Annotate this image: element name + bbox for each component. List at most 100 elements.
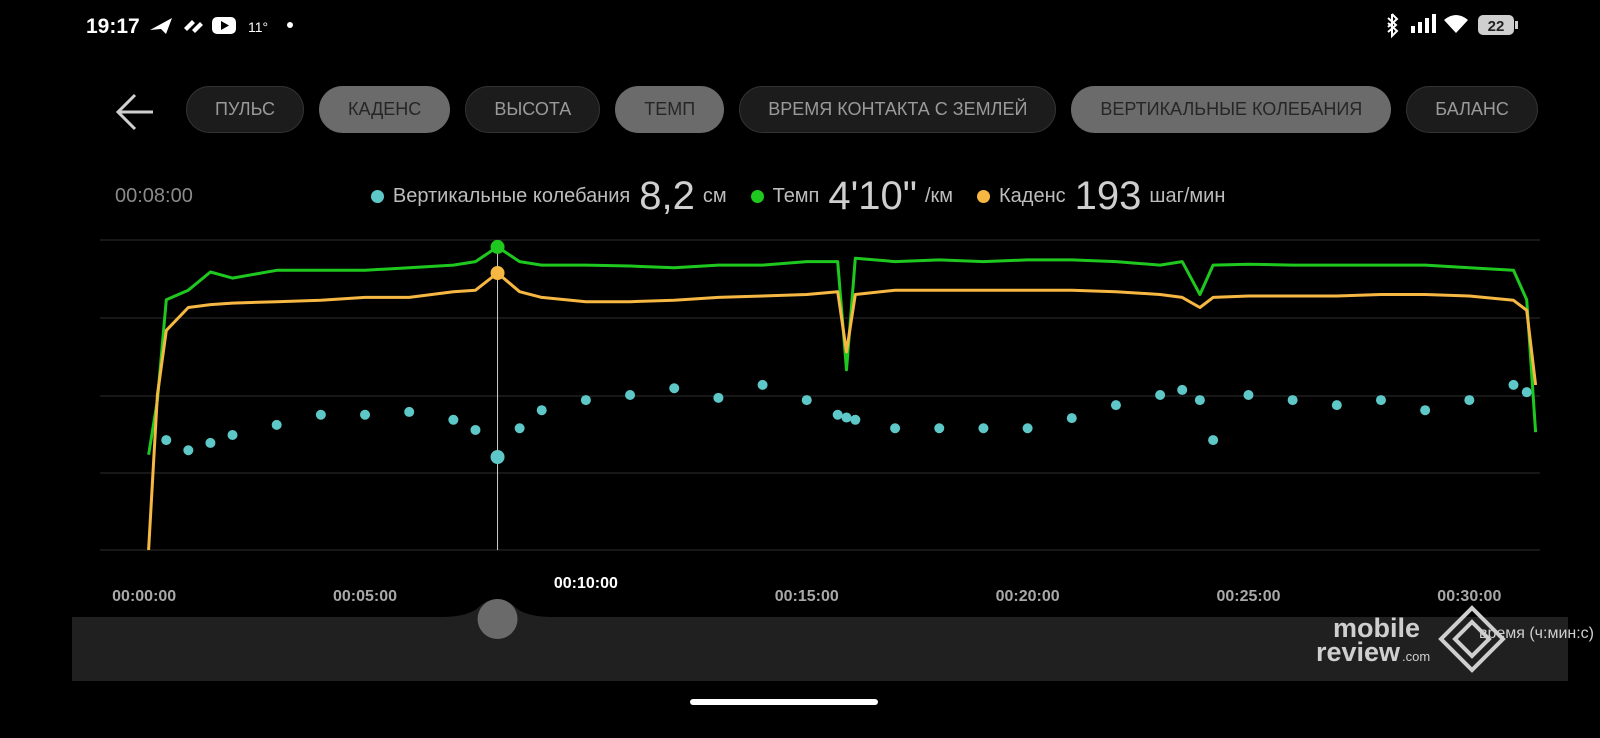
scatter-point: [1177, 384, 1188, 395]
scatter-point: [1508, 379, 1519, 390]
scatter-point: [1375, 395, 1386, 406]
legend-item: Вертикальные колебания 8,2 см: [370, 173, 727, 219]
wifi-icon: [1444, 15, 1468, 33]
battery-icon: [1478, 15, 1514, 35]
scatter-point: [580, 395, 591, 406]
scatter-point: [1243, 390, 1254, 400]
readout: 00:08:00 Вертикальные колебания 8,2 см Темп…: [115, 168, 1415, 224]
scatter-point: [470, 424, 481, 435]
x-tick-label: 00:00:00: [112, 588, 176, 605]
signal-bar: [1418, 22, 1422, 33]
cursor-marker: [490, 450, 505, 464]
scatter-point: [801, 395, 812, 406]
tab[interactable]: КАДЕНС: [319, 86, 451, 133]
signal-bar: [1432, 14, 1436, 33]
app-icon: [184, 20, 203, 33]
scatter-point: [315, 409, 326, 420]
legend-value: 193: [1074, 173, 1142, 218]
tab[interactable]: ВЕРТИКАЛЬНЫЕ КОЛЕБАНИЯ: [1071, 86, 1392, 133]
slider-handle[interactable]: [477, 599, 518, 639]
scatter-point: [978, 423, 989, 434]
tab[interactable]: ВЫСОТА: [465, 86, 601, 133]
scatter-point: [757, 379, 768, 390]
tab[interactable]: ВРЕМЯ КОНТАКТА С ЗЕМЛЕЙ: [739, 86, 1057, 133]
scatter-point: [1521, 387, 1532, 398]
scatter-point: [625, 390, 636, 400]
legend-unit: см: [702, 184, 727, 207]
slider-track: [72, 599, 1568, 681]
x-tick-label: 00:25:00: [1216, 588, 1280, 605]
series-line: [147, 271, 1538, 551]
scatter-point: [1464, 395, 1475, 406]
legend-dot: [370, 189, 384, 203]
tab[interactable]: ПУЛЬС: [186, 86, 305, 133]
scatter-point: [205, 437, 216, 448]
signal-bar: [1425, 18, 1429, 33]
watermark-top: mobile: [1333, 613, 1420, 643]
cursor-marker: [490, 266, 505, 281]
youtube-play: [221, 21, 229, 30]
scatter-point: [536, 405, 547, 416]
scatter-point: [1208, 435, 1219, 446]
scatter-point: [227, 430, 238, 441]
x-axis-label: время (ч:мин:с): [1479, 625, 1594, 642]
legend-name: Каденс: [999, 184, 1066, 207]
scatter-point: [1194, 395, 1205, 406]
x-tick-label: 00:15:00: [775, 588, 839, 605]
dot-icon: [287, 22, 293, 28]
grid: [100, 239, 1540, 551]
cursor-time: 00:08:00: [115, 184, 193, 207]
scatter-point: [404, 406, 415, 417]
legend-value: 4'10": [828, 173, 917, 218]
home-indicator: [690, 699, 878, 705]
x-tick-label: 00:20:00: [996, 588, 1060, 605]
x-tick-label: 00:10:00: [554, 575, 618, 592]
series-line: [147, 245, 1538, 455]
scatter-point: [1331, 400, 1342, 411]
battery-level: 22: [1488, 18, 1505, 35]
tab[interactable]: БАЛАНС: [1406, 86, 1538, 133]
scatter-point: [669, 383, 680, 394]
scatter-point: [514, 423, 525, 434]
legend-dot: [750, 189, 764, 203]
bluetooth-icon: [1387, 13, 1399, 39]
legend-name: Вертикальные колебания: [392, 184, 631, 207]
scatter-point: [850, 414, 861, 425]
status-icons: [150, 13, 1518, 39]
cursor-marker: [490, 239, 505, 254]
legend-dot: [977, 189, 991, 203]
scatter-point: [1066, 413, 1077, 424]
legend-value: 8,2: [639, 173, 695, 218]
scatter-point: [934, 423, 945, 434]
legend-unit: шаг/мин: [1149, 184, 1226, 207]
scatter-point: [890, 423, 901, 434]
scatter-point: [1022, 423, 1033, 434]
x-tick-label: 00:05:00: [333, 588, 397, 605]
watermark-domain: .com: [1402, 649, 1430, 664]
status-time: 19:17: [86, 15, 140, 38]
scatter-point: [448, 414, 459, 425]
back-button[interactable]: [115, 93, 153, 131]
scatter-point: [183, 445, 194, 456]
scatter-point: [271, 419, 282, 430]
legend-name: Темп: [772, 184, 820, 207]
status-temperature: 11°: [248, 19, 268, 35]
scatter-point: [832, 409, 843, 420]
scatter-point: [1287, 395, 1298, 406]
scatter-point: [360, 409, 371, 420]
legend-item: Темп 4'10" /км: [750, 173, 954, 219]
watermark-bottom: review: [1316, 637, 1401, 667]
scatter-point: [841, 412, 852, 423]
scatter-point: [1110, 400, 1121, 411]
tab-bar: ПУЛЬС КАДЕНС ВЫСОТА ТЕМП ВРЕМЯ КОНТАКТА С ЗЕ…: [186, 86, 1538, 133]
signal-bar: [1411, 26, 1415, 33]
scatter-point: [1420, 405, 1431, 416]
legend-unit: /км: [924, 184, 954, 207]
tab[interactable]: ТЕМП: [615, 86, 725, 133]
scatter-point: [161, 435, 172, 446]
watermark-logo: [1438, 605, 1506, 673]
